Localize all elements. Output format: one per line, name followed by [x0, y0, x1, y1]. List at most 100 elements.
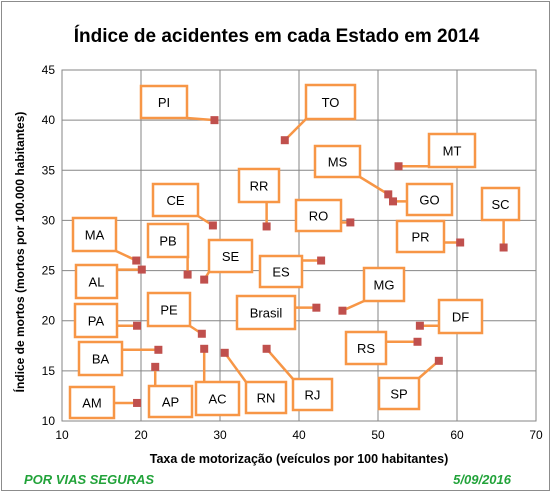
data-point-rn	[220, 348, 229, 357]
data-point-sc	[499, 243, 508, 252]
callout-box-ac	[194, 380, 241, 417]
y-tick-label: 40	[42, 113, 56, 127]
data-point-mt	[394, 162, 403, 171]
point-label-mt: MT	[443, 144, 462, 159]
point-label-ba: BA	[92, 352, 110, 367]
callout-box-mg	[362, 266, 406, 303]
data-point-al	[137, 265, 146, 274]
data-point-mg	[338, 306, 347, 315]
x-tick-label: 50	[371, 428, 385, 442]
callout-box-am	[68, 385, 116, 420]
x-tick-label: 60	[450, 428, 464, 442]
point-label-al: AL	[89, 275, 105, 290]
data-point-ms	[384, 190, 393, 199]
data-point-rs	[413, 337, 422, 346]
callout-box-df	[437, 298, 484, 335]
data-point-pi	[210, 116, 219, 125]
point-label-to: TO	[322, 95, 340, 110]
point-label-go: GO	[419, 193, 439, 208]
point-label-df: DF	[452, 310, 469, 325]
x-axis-label: Taxa de motorização (veículos por 100 ha…	[149, 452, 449, 466]
callout-leader-pi	[186, 116, 215, 122]
data-point-to	[280, 136, 289, 145]
data-point-es	[317, 256, 326, 265]
point-label-pa: PA	[88, 314, 105, 329]
callout-box-ap	[147, 384, 194, 419]
source-label: POR VIAS SEGURAS	[24, 472, 155, 487]
callout-box-ms	[313, 144, 362, 179]
data-point-pr	[456, 238, 465, 247]
callout-box-go	[405, 182, 454, 217]
data-point-pa	[133, 321, 142, 330]
point-label-ap: AP	[162, 395, 179, 410]
point-label-sc: SC	[491, 197, 509, 212]
point-label-pe: PE	[160, 303, 178, 318]
data-point-se	[200, 275, 209, 284]
callout-box-rn	[244, 380, 288, 415]
y-tick-label: 30	[42, 213, 56, 227]
date-label: 5/09/2016	[453, 472, 511, 487]
callout-box-ma	[71, 216, 118, 253]
y-tick-label: 45	[42, 63, 56, 77]
x-tick-label: 70	[529, 428, 543, 442]
point-label-am: AM	[82, 396, 102, 411]
point-label-rn: RN	[257, 391, 276, 406]
callout-box-rr	[237, 167, 281, 204]
data-point-ro	[346, 218, 355, 227]
y-tick-label: 10	[42, 414, 56, 428]
data-point-ba	[154, 345, 163, 354]
callout-box-mt	[427, 132, 477, 169]
callout-leader-rn	[223, 352, 248, 383]
chart-title: Índice de acidentes em cada Estado em 20…	[73, 26, 480, 47]
point-label-ma: MA	[85, 228, 105, 243]
data-point-am	[133, 398, 142, 407]
point-label-mg: MG	[374, 278, 395, 293]
point-label-rr: RR	[250, 179, 269, 194]
x-tick-label: 20	[134, 428, 148, 442]
data-point-ap	[151, 362, 160, 371]
point-label-pi: PI	[158, 95, 170, 110]
x-tick-label: 30	[213, 428, 227, 442]
point-label-se: SE	[222, 249, 240, 264]
callout-box-sp	[377, 376, 421, 411]
data-point-sp	[434, 356, 443, 365]
callout-box-ba	[77, 340, 124, 377]
callout-box-pr	[395, 219, 446, 254]
y-tick-label: 15	[42, 364, 56, 378]
y-tick-label: 25	[42, 264, 56, 278]
callout-box-ce	[151, 182, 200, 218]
plot-area	[61, 69, 537, 422]
callout-box-pa	[73, 302, 119, 339]
callout-box-es	[258, 254, 304, 289]
callout-box-brasil	[235, 294, 297, 331]
data-point-go	[389, 197, 398, 206]
callout-box-pb	[146, 222, 190, 259]
callout-box-pe	[146, 291, 192, 328]
data-point-ma	[132, 256, 141, 265]
point-label-pb: PB	[159, 234, 176, 249]
y-tick-label: 20	[42, 314, 56, 328]
callout-leader-rj	[265, 347, 294, 380]
x-tick-label: 40	[292, 428, 306, 442]
point-label-ms: MS	[328, 155, 348, 170]
point-label-pr: PR	[411, 230, 429, 245]
data-point-ac	[200, 344, 209, 353]
point-label-rs: RS	[357, 341, 375, 356]
callout-box-to	[304, 83, 357, 121]
x-tick-label: 10	[55, 428, 69, 442]
point-label-ro: RO	[309, 209, 329, 224]
data-point-ce	[208, 221, 217, 230]
y-axis-label: Índice de mortos (mortos por 100.000 hab…	[13, 111, 27, 393]
y-tick-label: 35	[42, 163, 56, 177]
data-point-brasil	[312, 303, 321, 312]
callout-box-rj	[291, 377, 334, 412]
point-label-brasil: Brasil	[250, 306, 283, 321]
callout-box-sc	[480, 186, 521, 222]
callout-box-se	[207, 238, 254, 274]
callout-leader-ms	[359, 175, 389, 196]
data-point-rr	[262, 222, 271, 231]
point-label-ac: AC	[208, 392, 226, 407]
data-point-rj	[262, 344, 271, 353]
data-point-pb	[183, 270, 192, 279]
